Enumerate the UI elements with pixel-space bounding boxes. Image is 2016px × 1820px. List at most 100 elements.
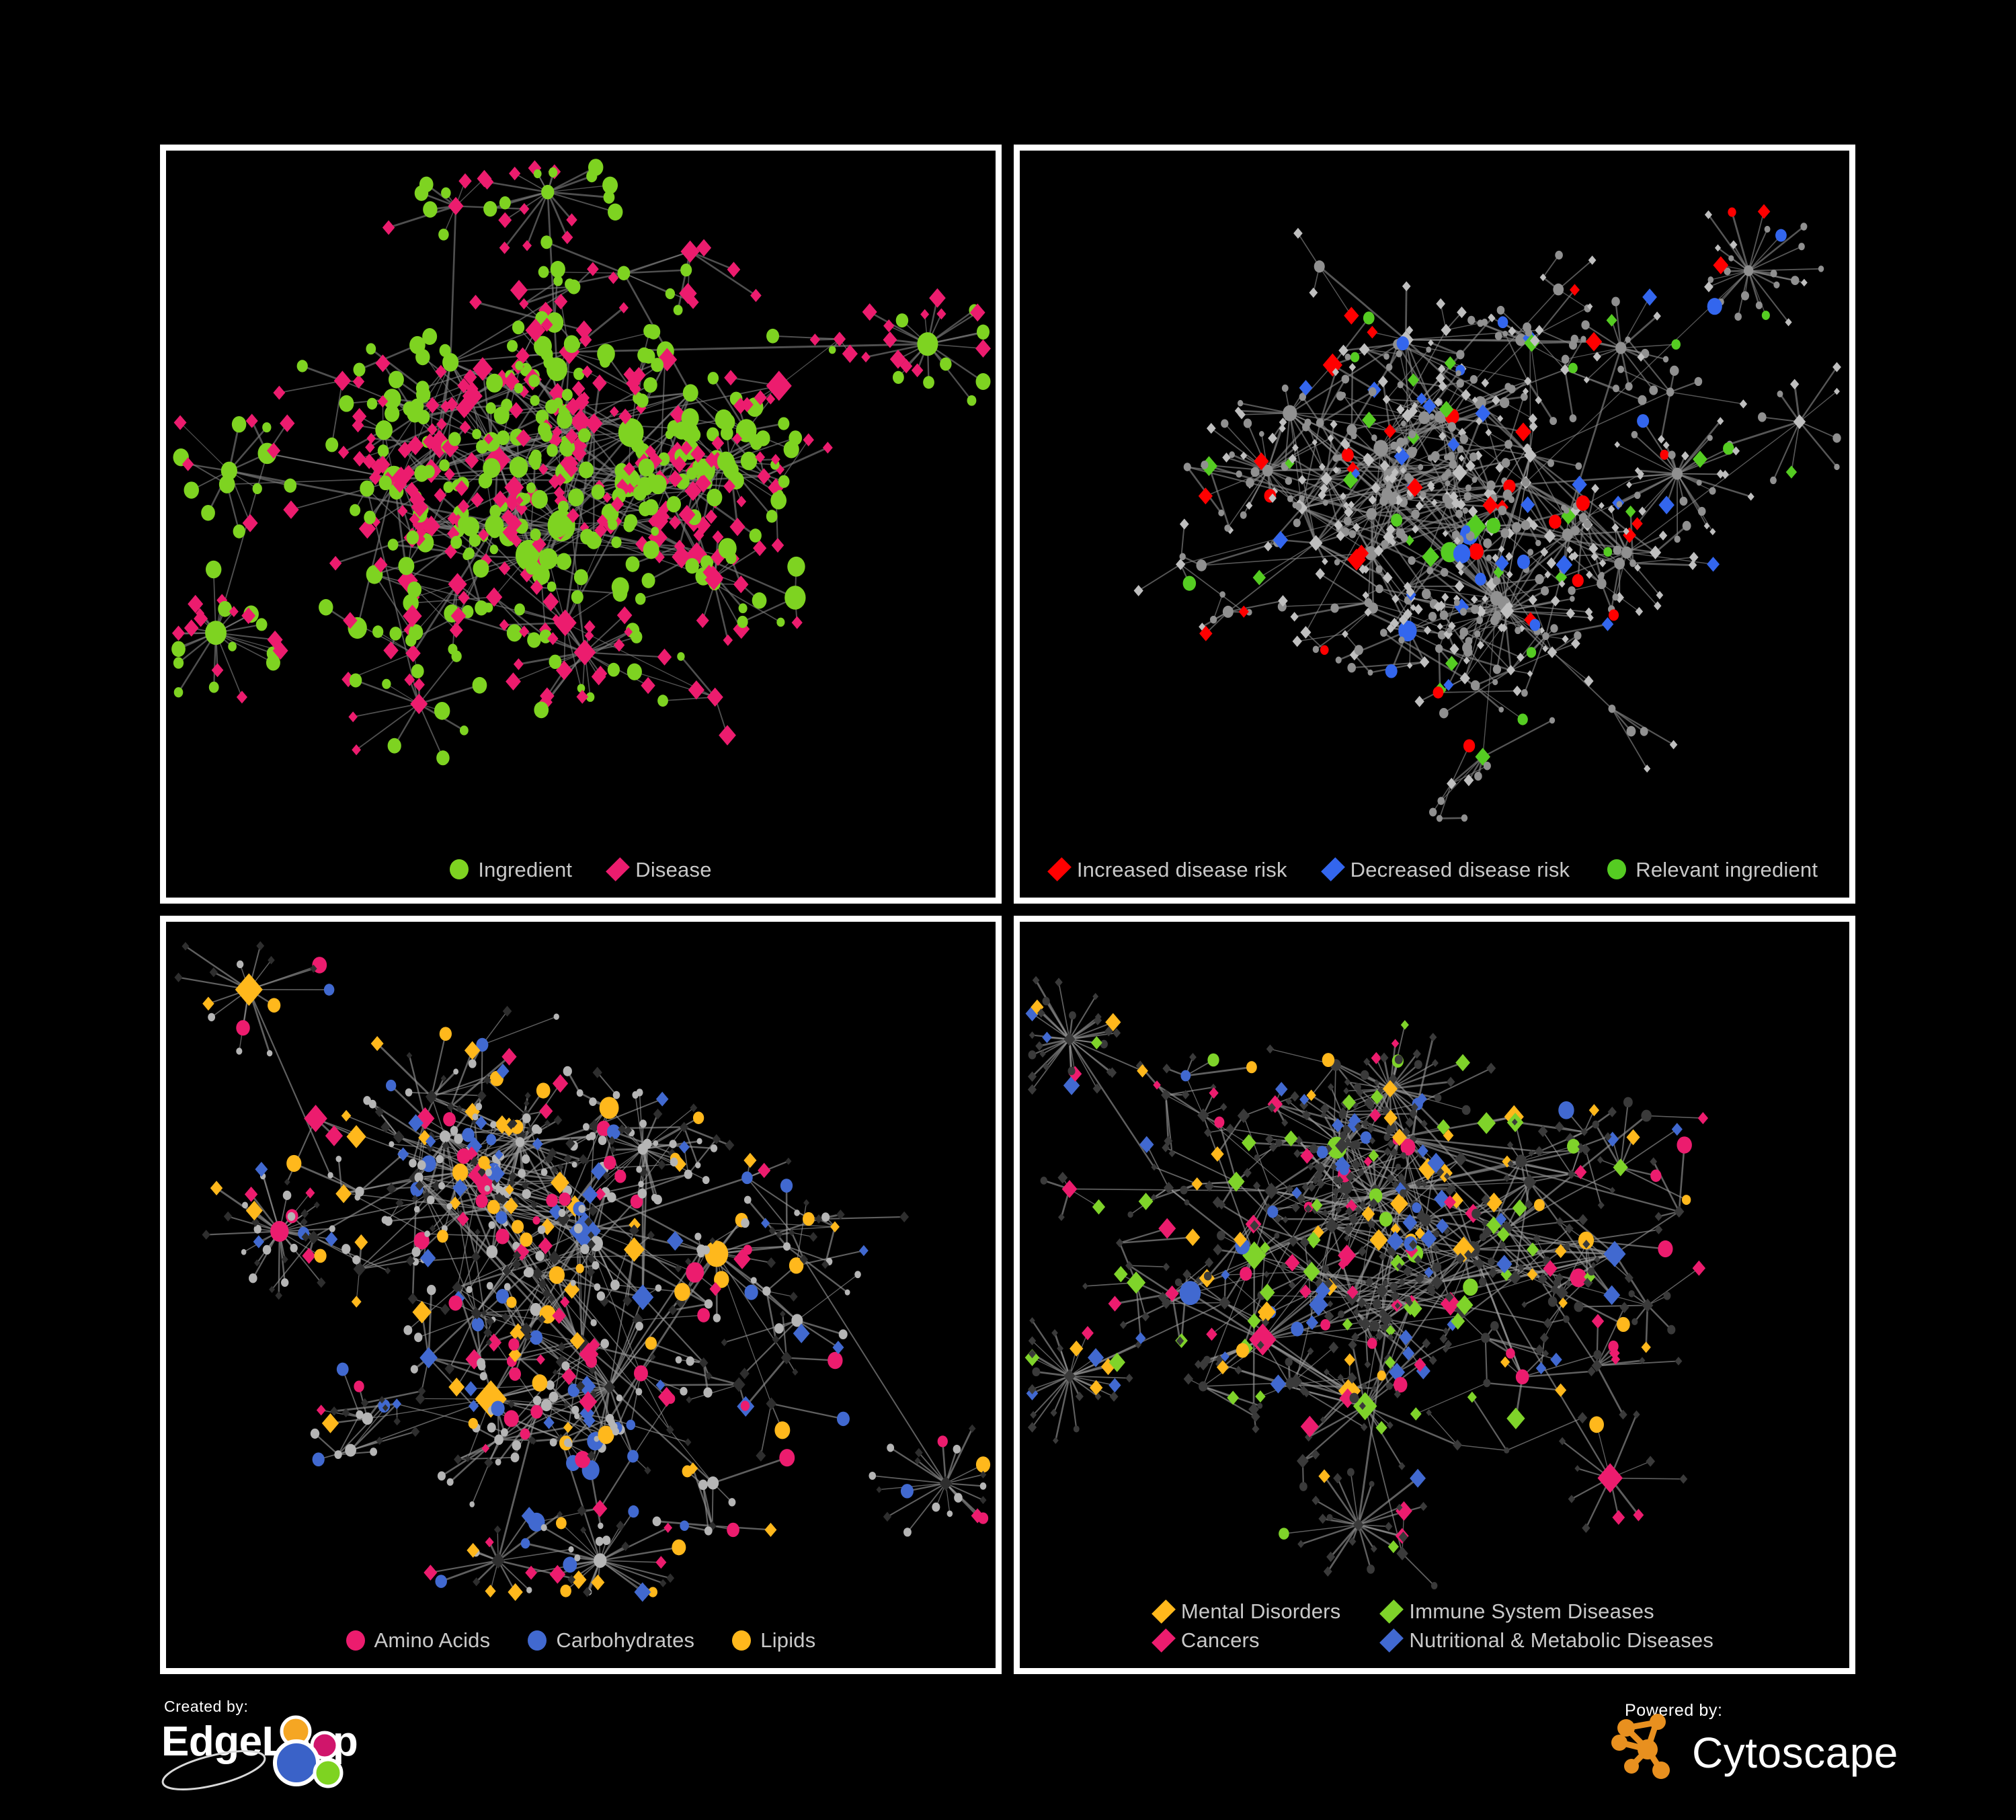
network-node[interactable] [1206,1327,1217,1341]
network-node[interactable] [1574,1464,1580,1472]
network-node[interactable] [1398,620,1417,642]
network-node[interactable] [1343,1086,1350,1095]
network-node[interactable] [1353,1518,1364,1531]
network-node[interactable] [509,457,528,478]
network-node[interactable] [1389,1147,1398,1157]
network-node[interactable] [612,1091,620,1099]
network-node[interactable] [573,569,588,586]
network-node[interactable] [1586,570,1593,579]
network-node[interactable] [385,1267,391,1274]
network-node[interactable] [469,1501,475,1507]
network-node[interactable] [1420,1228,1437,1248]
network-node[interactable] [794,1209,800,1216]
network-node[interactable] [472,428,482,440]
network-node[interactable] [1354,1121,1363,1132]
network-node[interactable] [386,1182,397,1194]
network-node[interactable] [1443,1327,1449,1335]
network-node[interactable] [352,1255,361,1264]
network-node[interactable] [1246,1060,1257,1073]
network-node[interactable] [1615,560,1621,567]
network-node[interactable] [466,381,479,397]
network-node[interactable] [1252,1181,1261,1190]
network-node[interactable] [1535,325,1544,335]
network-node[interactable] [728,1497,736,1507]
network-node[interactable] [537,1224,546,1234]
network-node[interactable] [1417,1144,1428,1158]
network-node[interactable] [1284,1130,1298,1146]
network-node[interactable] [1463,491,1471,502]
network-node[interactable] [1336,530,1345,541]
network-graph-ingredient-disease[interactable] [166,151,996,898]
network-node[interactable] [1398,636,1405,644]
network-node[interactable] [631,366,646,384]
network-node[interactable] [1471,604,1480,615]
network-node[interactable] [1288,1280,1296,1289]
network-node[interactable] [456,1104,462,1112]
network-node[interactable] [1385,664,1398,678]
network-node[interactable] [446,1202,452,1210]
network-node[interactable] [1486,480,1496,491]
network-node[interactable] [1293,1148,1301,1158]
network-node[interactable] [1714,244,1722,252]
network-node[interactable] [220,461,238,480]
network-node[interactable] [1228,1173,1244,1191]
network-node[interactable] [1634,491,1641,500]
network-node[interactable] [1221,1269,1230,1280]
network-node[interactable] [1236,1343,1250,1358]
network-node[interactable] [1334,520,1343,531]
network-node[interactable] [1125,1373,1133,1382]
network-node[interactable] [1264,541,1273,552]
network-node[interactable] [1274,1232,1280,1238]
network-node[interactable] [1405,325,1414,335]
network-node[interactable] [1542,1349,1549,1357]
network-node[interactable] [487,1422,496,1433]
network-node[interactable] [196,608,205,619]
network-node[interactable] [1791,276,1800,286]
network-node[interactable] [1497,415,1504,422]
network-node[interactable] [598,1135,607,1145]
network-node[interactable] [1693,450,1707,468]
network-node[interactable] [1694,377,1703,387]
network-node[interactable] [566,508,579,524]
network-node[interactable] [1371,482,1381,494]
network-node[interactable] [1443,628,1453,640]
network-node[interactable] [1615,342,1627,354]
network-node[interactable] [917,332,938,356]
network-node[interactable] [1257,1402,1263,1409]
network-node[interactable] [549,383,567,403]
network-node[interactable] [1461,1105,1471,1115]
network-node[interactable] [1629,559,1636,567]
network-node[interactable] [1212,1195,1223,1208]
network-node[interactable] [1412,524,1419,534]
network-node[interactable] [571,1570,587,1589]
network-node[interactable] [561,230,573,245]
network-node[interactable] [1344,1234,1350,1242]
network-node[interactable] [1382,571,1393,584]
network-node[interactable] [582,1122,590,1131]
network-node[interactable] [508,1347,522,1362]
network-node[interactable] [485,1316,495,1327]
network-node[interactable] [1292,635,1302,647]
network-node[interactable] [768,478,784,498]
network-node[interactable] [501,1312,510,1322]
network-node[interactable] [382,678,391,689]
network-node[interactable] [1758,412,1767,422]
network-node[interactable] [1386,1230,1404,1251]
network-node[interactable] [1611,296,1620,307]
network-node[interactable] [1165,1285,1179,1302]
network-node[interactable] [688,680,705,700]
network-node[interactable] [1798,243,1805,251]
network-node[interactable] [1385,1382,1393,1390]
network-node[interactable] [405,1255,415,1266]
network-node[interactable] [553,1115,563,1125]
network-node[interactable] [1440,567,1449,577]
network-node[interactable] [1682,520,1691,531]
network-node[interactable] [1058,1213,1065,1221]
network-node[interactable] [1135,1340,1141,1349]
network-node[interactable] [503,1282,511,1290]
network-node[interactable] [1322,1052,1335,1067]
network-node[interactable] [218,475,235,493]
network-node[interactable] [637,1188,647,1199]
network-node[interactable] [1415,501,1424,511]
network-node[interactable] [1410,604,1416,611]
